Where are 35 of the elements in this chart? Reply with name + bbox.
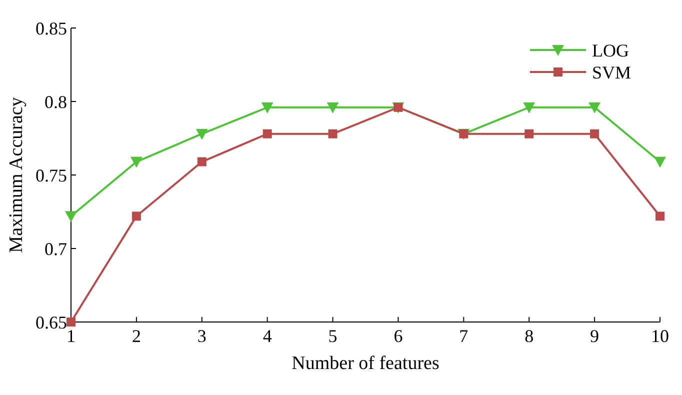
y-tick-label: 0.7 <box>44 238 67 259</box>
point <box>197 157 206 166</box>
point <box>524 129 534 138</box>
point <box>262 129 272 138</box>
x-tick-label: 8 <box>524 326 534 346</box>
point <box>66 318 76 326</box>
y-tick-label: 0.8 <box>44 92 67 112</box>
point <box>656 212 664 221</box>
x-tick-label: 10 <box>651 326 669 346</box>
x-tick-label: 1 <box>66 326 76 346</box>
legend-label: LOG <box>592 40 629 60</box>
y-tick-label: 0.85 <box>36 18 67 38</box>
point <box>523 102 536 114</box>
x-axis-title: Number of features <box>292 353 440 374</box>
point <box>261 102 274 114</box>
x-tick-label: 4 <box>262 326 272 346</box>
point <box>328 129 338 138</box>
legend-label: SVM <box>592 62 632 82</box>
x-tick-label: 7 <box>459 326 468 346</box>
point <box>588 102 601 114</box>
point <box>326 102 339 114</box>
y-tick-label: 0.75 <box>36 165 67 186</box>
point <box>65 211 77 222</box>
point <box>132 212 141 221</box>
x-tick-label: 2 <box>132 326 141 346</box>
x-tick-label: 5 <box>328 326 338 346</box>
point <box>130 156 142 168</box>
x-tick-label: 3 <box>197 326 206 346</box>
y-tick-label: 0.65 <box>36 312 67 332</box>
y-axis-title: Maximum Accuracy <box>6 96 27 253</box>
point <box>196 128 208 140</box>
point <box>654 156 666 168</box>
point <box>590 129 600 138</box>
x-tick-label: 9 <box>590 326 600 346</box>
x-tick-label: 6 <box>394 326 403 346</box>
